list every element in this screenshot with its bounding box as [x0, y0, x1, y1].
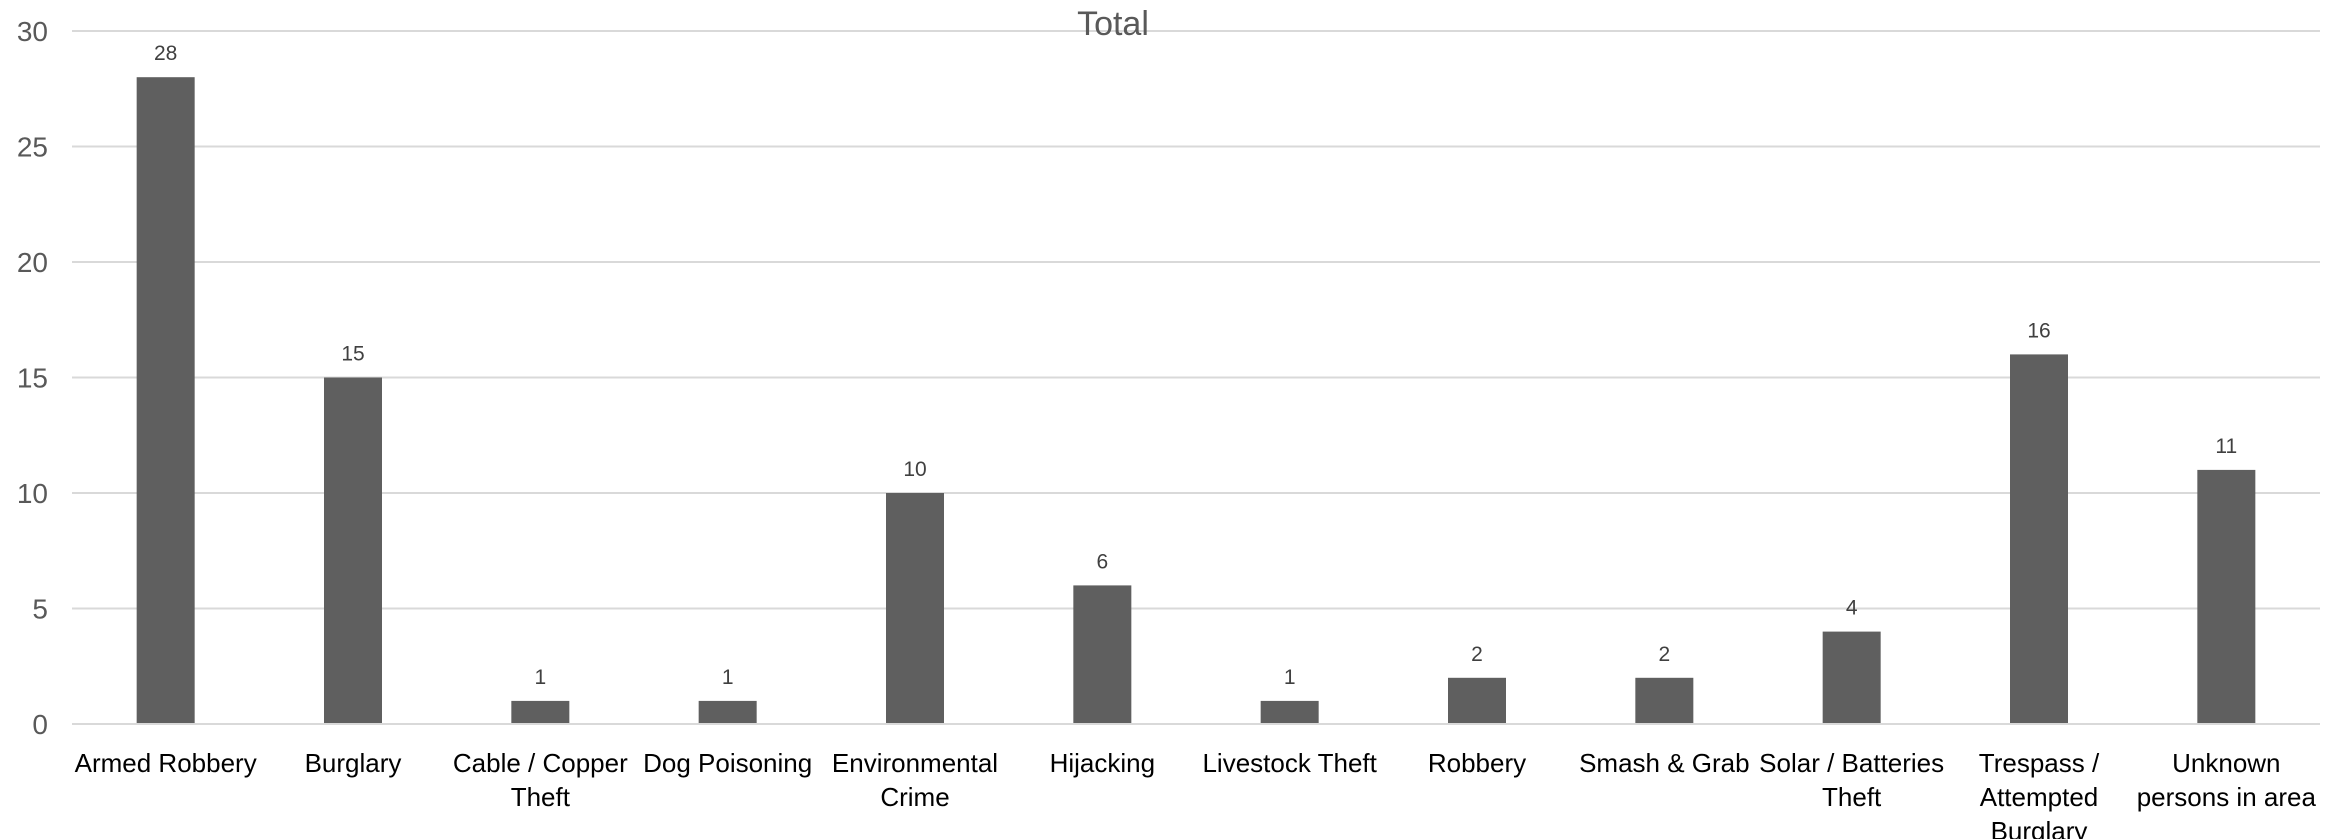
y-tick-label: 30 — [17, 16, 48, 47]
data-label: 4 — [1846, 597, 1858, 620]
data-label: 2 — [1471, 643, 1483, 666]
data-label: 28 — [154, 42, 177, 65]
x-tick-label: Livestock Theft — [1202, 748, 1377, 778]
x-tick-label: Burglary — [305, 748, 402, 778]
data-label: 1 — [722, 666, 734, 689]
bar — [698, 700, 757, 724]
bar — [1073, 585, 1132, 724]
y-tick-label: 25 — [17, 132, 48, 163]
data-label: 11 — [2215, 435, 2237, 458]
data-label: 6 — [1096, 550, 1108, 573]
bar — [2010, 354, 2068, 724]
y-tick-label: 20 — [17, 247, 48, 278]
chart-title: Total — [1077, 5, 1149, 43]
x-tick-label: Cable / Copper Theft — [453, 748, 628, 812]
bar — [1635, 677, 1694, 724]
y-tick-label: 10 — [17, 478, 48, 509]
data-label: 1 — [1284, 666, 1296, 689]
y-tick-label: 5 — [32, 594, 48, 625]
y-axis-ticks: 0 5 10 15 20 25 30 — [17, 16, 48, 740]
data-label: 15 — [341, 343, 364, 366]
bar — [1448, 677, 1506, 724]
bar — [511, 700, 570, 724]
gridlines — [72, 30, 2320, 610]
x-tick-label: Armed Robbery — [75, 748, 257, 778]
bar — [136, 77, 195, 724]
x-tick-label: Smash & Grab — [1579, 748, 1750, 778]
data-label: 16 — [2027, 319, 2050, 342]
x-tick-label: Robbery — [1428, 748, 1526, 778]
x-tick-label: Unknown persons in area — [2137, 748, 2317, 812]
x-tick-label: Trespass / Attempted Burglary — [1979, 748, 2100, 839]
data-label: 2 — [1658, 643, 1670, 666]
x-tick-label: Environmental Crime — [832, 748, 998, 812]
data-label: 1 — [534, 666, 546, 689]
x-tick-label: Hijacking — [1050, 748, 1156, 778]
x-tick-label: Solar / Batteries Theft — [1759, 748, 1944, 812]
y-tick-label: 15 — [17, 363, 48, 394]
bar — [2197, 469, 2256, 724]
bar — [886, 493, 944, 724]
bars — [136, 77, 2256, 724]
x-tick-label: Dog Poisoning — [643, 748, 812, 778]
data-label: 10 — [903, 458, 926, 481]
y-tick-label: 0 — [32, 709, 48, 740]
bar — [1260, 700, 1319, 724]
bar — [324, 377, 382, 724]
bar — [1822, 631, 1881, 724]
x-axis-labels: Armed Robbery Burglary Cable / Copper Theft… — [75, 748, 2317, 839]
